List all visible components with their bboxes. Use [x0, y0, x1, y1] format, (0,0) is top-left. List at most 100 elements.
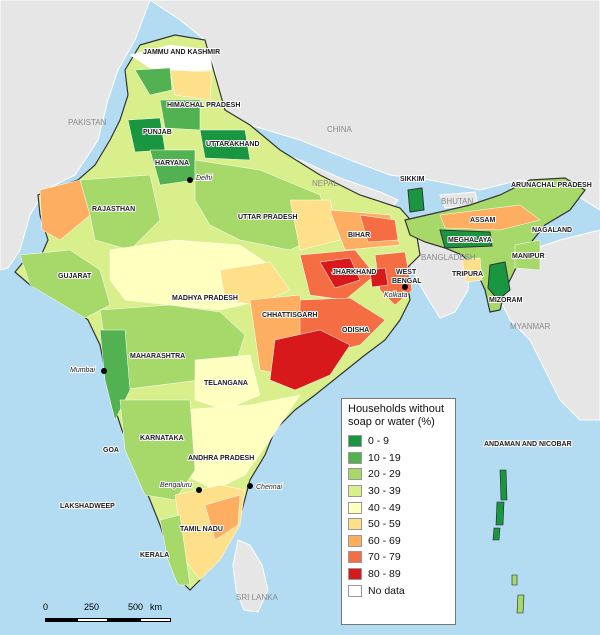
- state-labels: JAMMU AND KASHMIR HIMACHAL PRADESH PUNJA…: [57, 48, 593, 560]
- karnataka-patch: [119, 399, 196, 501]
- delhi-dot: [187, 177, 193, 183]
- legend-swatch: [348, 468, 362, 481]
- state-label-karnataka: KARNATAKA: [140, 435, 184, 442]
- legend-swatch: [348, 501, 362, 514]
- country-labels: PAKISTAN CHINA NEPAL BHUTAN BANGLADESH M…: [68, 118, 551, 602]
- jk-orange: [169, 69, 213, 101]
- scale-bar-segment: [77, 618, 108, 622]
- nicobar-2: [516, 594, 525, 614]
- scale-bar: 0 250 500 km: [40, 600, 180, 630]
- legend-item: 50 - 59: [348, 516, 449, 533]
- state-label-arunachal-pradesh: ARUNACHAL PRADESH: [511, 182, 592, 189]
- mizoram-region: [487, 261, 511, 301]
- legend-label: 40 - 49: [368, 501, 401, 514]
- assam-patch: [439, 204, 541, 231]
- state-label-uttar-pradesh: UTTAR PRADESH: [238, 214, 297, 221]
- city-dots: [101, 177, 408, 493]
- state-label-haryana: HARYANA: [155, 160, 189, 167]
- state-label-rajasthan: RAJASTHAN: [92, 206, 135, 213]
- legend-items: 0 - 9 10 - 19 20 - 29 30 - 39 40 - 49 50 - 59…: [348, 433, 449, 599]
- city-label-kolkata: Kolkata: [384, 292, 407, 299]
- telangana-patch: [194, 354, 261, 411]
- jk-patch: [129, 44, 213, 73]
- jharkhand-red: [319, 257, 361, 289]
- kerala-patch: [159, 514, 191, 586]
- state-label-goa: GOA: [103, 447, 119, 454]
- meghalaya-region: [439, 229, 493, 249]
- scale-tick-500: 500: [128, 602, 144, 612]
- legend-title: Households without soap or water (%): [348, 403, 449, 429]
- legend-item: 10 - 19: [348, 450, 449, 467]
- legend-label: 0 - 9: [368, 435, 390, 448]
- state-label-mizoram: MIZORAM: [489, 297, 523, 304]
- country-label-china: CHINA: [327, 125, 353, 134]
- legend-item: 0 - 9: [348, 433, 449, 450]
- andaman-mid: [495, 501, 505, 526]
- bengaluru-dot: [196, 487, 202, 493]
- legend-label: 50 - 59: [368, 518, 401, 531]
- scale-bar-segment: [140, 618, 171, 622]
- scale-unit: km: [150, 602, 162, 612]
- kolkata-dot: [402, 284, 408, 290]
- state-label-maharashtra: MAHARASHTRA: [130, 353, 185, 360]
- state-label-madhya-pradesh: MADHYA PRADESH: [172, 295, 238, 302]
- state-label-tamil-nadu: TAMIL NADU: [180, 526, 223, 533]
- city-label-mumbai: Mumbai: [70, 367, 95, 374]
- myanmar-land: [499, 229, 600, 421]
- legend-swatch: [348, 518, 362, 531]
- legend-label: 70 - 79: [368, 551, 401, 564]
- city-labels: Delhi Kolkata Mumbai Bengaluru Chennai: [69, 174, 408, 492]
- northeast-landmass: [404, 177, 586, 313]
- legend-swatch: [348, 435, 362, 448]
- legend-swatch: [348, 584, 362, 597]
- legend-label: 20 - 29: [368, 468, 401, 481]
- district-patches: [19, 44, 541, 586]
- jk-green: [134, 67, 173, 96]
- odisha-red: [269, 329, 351, 391]
- scale-bar-graphic: [45, 618, 171, 622]
- country-label-myanmar: MYANMAR: [510, 322, 551, 331]
- legend-title-line1: Households without: [348, 403, 445, 415]
- state-label-telangana: TELANGANA: [204, 380, 248, 387]
- state-label-west-bengal-line2: BENGAL: [392, 278, 422, 285]
- state-label-manipur: MANIPUR: [512, 253, 545, 260]
- map-legend: Households without soap or water (%) 0 -…: [341, 398, 456, 625]
- andaman-south: [492, 527, 501, 541]
- mumbai-dot: [101, 368, 107, 374]
- state-label-west-bengal-line1: WEST: [396, 269, 417, 276]
- state-label-andhra-pradesh: ANDHRA PRADESH: [188, 455, 254, 462]
- legend-item: 30 - 39: [348, 483, 449, 500]
- wb-red: [369, 267, 389, 288]
- legend-item: 70 - 79: [348, 549, 449, 566]
- legend-item: No data: [348, 582, 449, 599]
- legend-label: 60 - 69: [368, 534, 401, 547]
- state-label-andaman-and-nicobar: ANDAMAN AND NICOBAR: [484, 441, 572, 448]
- tripura-patch: [461, 257, 483, 283]
- ap-patch: [179, 394, 301, 491]
- sikkim-region: [407, 187, 425, 213]
- legend-label: No data: [368, 584, 405, 597]
- state-label-assam: ASSAM: [470, 217, 495, 224]
- nicobar-1: [511, 574, 518, 586]
- legend-swatch: [348, 451, 362, 464]
- city-label-bengaluru: Bengaluru: [160, 482, 192, 489]
- andaman-islands: [492, 469, 525, 614]
- country-label-bhutan: BHUTAN: [441, 197, 474, 206]
- andaman-north: [499, 469, 508, 501]
- bihar-red: [359, 214, 399, 243]
- legend-item: 40 - 49: [348, 499, 449, 516]
- state-label-sikkim: SIKKIM: [400, 176, 425, 183]
- tn-orange: [204, 494, 241, 541]
- state-label-jammu-and-kashmir: JAMMU AND KASHMIR: [143, 49, 220, 56]
- manipur-patch: [514, 239, 541, 271]
- state-label-lakshadweep: LAKSHADWEEP: [60, 503, 115, 510]
- legend-item: 80 - 89: [348, 566, 449, 583]
- uttarakhand-patch: [199, 129, 251, 161]
- legend-label: 80 - 89: [368, 568, 401, 581]
- state-label-odisha: ODISHA: [342, 327, 369, 334]
- up-east: [289, 199, 341, 251]
- legend-swatch: [348, 485, 362, 498]
- pakistan-land: [0, 0, 151, 271]
- city-label-delhi: Delhi: [196, 175, 212, 182]
